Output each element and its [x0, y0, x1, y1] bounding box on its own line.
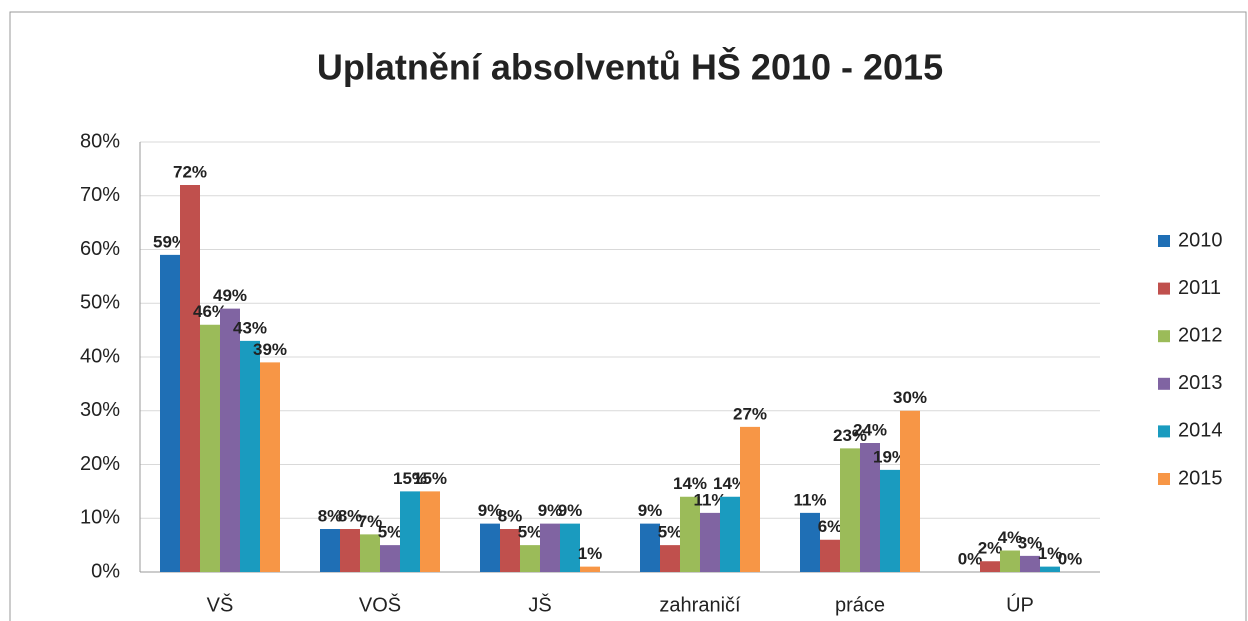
- y-tick-label: 20%: [80, 453, 120, 475]
- legend-swatch: [1158, 282, 1170, 295]
- data-label: 15%: [393, 469, 427, 488]
- bar: [800, 512, 820, 572]
- data-label: 24%: [853, 420, 887, 439]
- bar: [400, 491, 420, 572]
- x-tick-label: zahraničí: [659, 594, 741, 616]
- bar: [160, 254, 180, 572]
- data-label: 5%: [658, 523, 683, 542]
- bar: [860, 443, 880, 572]
- legend-label: 2010: [1178, 229, 1223, 251]
- bar: [820, 539, 840, 572]
- legend-swatch: [1158, 425, 1170, 438]
- data-label: 1%: [578, 544, 603, 563]
- bar: [180, 185, 200, 572]
- x-tick-label: VOŠ: [359, 593, 401, 616]
- y-tick-label: 60%: [80, 238, 120, 260]
- y-tick-label: 50%: [80, 292, 120, 314]
- data-label: 2%: [978, 539, 1003, 558]
- data-label: 9%: [558, 501, 583, 520]
- bar: [720, 496, 740, 572]
- data-label: 11%: [693, 490, 726, 509]
- data-label: 8%: [318, 506, 343, 525]
- data-label: 59%: [153, 232, 187, 251]
- bar: [840, 448, 860, 572]
- bar: [740, 426, 760, 572]
- bar: [240, 340, 260, 572]
- data-label: 15%: [413, 469, 447, 488]
- bar: [380, 545, 400, 572]
- x-tick-label: práce: [835, 594, 885, 616]
- bar: [700, 512, 720, 572]
- data-label: 9%: [478, 501, 503, 520]
- data-label: 9%: [638, 501, 663, 520]
- bar: [520, 545, 540, 572]
- data-label: 72%: [173, 162, 207, 181]
- x-tick-label: ÚP: [1006, 593, 1034, 616]
- data-label: 14%: [673, 474, 707, 493]
- data-label: 49%: [213, 286, 247, 305]
- bar: [640, 523, 660, 572]
- y-tick-label: 0%: [91, 560, 120, 582]
- bar: [680, 496, 700, 572]
- data-label: 39%: [253, 340, 287, 359]
- data-label: 6%: [818, 517, 843, 536]
- y-tick-label: 30%: [80, 399, 120, 421]
- legend-label: 2011: [1178, 277, 1221, 299]
- legend-label: 2014: [1178, 420, 1223, 442]
- data-label: 0%: [1058, 549, 1083, 568]
- legend-swatch: [1158, 377, 1170, 390]
- data-label: 43%: [233, 318, 267, 337]
- data-label: 8%: [498, 506, 523, 525]
- bar: [200, 324, 220, 572]
- legend-swatch: [1158, 473, 1170, 485]
- data-label: 3%: [1018, 533, 1043, 552]
- legend-label: 2013: [1178, 372, 1223, 394]
- bar: [980, 561, 1000, 572]
- data-label: 19%: [873, 447, 907, 466]
- data-label: 14%: [713, 474, 747, 493]
- bar: [340, 529, 360, 572]
- bar: [560, 523, 580, 572]
- data-label: 11%: [793, 490, 826, 509]
- data-label: 1%: [1038, 544, 1063, 563]
- data-label: 9%: [538, 501, 563, 520]
- data-label: 5%: [518, 523, 543, 542]
- bar: [420, 491, 440, 572]
- legend-swatch: [1158, 330, 1170, 343]
- bar: [580, 566, 600, 572]
- bar: [880, 469, 900, 572]
- bar: [660, 545, 680, 572]
- bar: [500, 529, 520, 572]
- data-label: 8%: [338, 506, 363, 525]
- y-tick-label: 10%: [80, 507, 120, 529]
- y-tick-label: 70%: [80, 184, 120, 206]
- x-tick-label: JŠ: [528, 593, 551, 616]
- chart-title: Uplatnění absolventů HŠ 2010 - 2015: [317, 46, 943, 88]
- data-label: 27%: [733, 404, 767, 423]
- bar: [260, 362, 280, 572]
- bar: [480, 523, 500, 572]
- data-label: 46%: [193, 302, 227, 321]
- data-label: 23%: [833, 426, 867, 445]
- bar: [900, 410, 920, 572]
- bar: [1000, 550, 1020, 572]
- data-label: 7%: [358, 512, 383, 531]
- legend-swatch: [1158, 235, 1170, 247]
- data-label: 5%: [378, 523, 403, 542]
- bar: [1040, 566, 1060, 572]
- y-tick-label: 40%: [80, 345, 120, 367]
- legend-label: 2012: [1178, 324, 1223, 346]
- bar: [1020, 555, 1040, 572]
- bar: [320, 529, 340, 572]
- y-tick-label: 80%: [80, 130, 120, 152]
- bar: [360, 534, 380, 572]
- bar: [540, 523, 560, 572]
- x-tick-label: VŠ: [207, 593, 234, 616]
- legend-label: 2015: [1178, 467, 1223, 489]
- data-label: 0%: [958, 549, 983, 568]
- data-label: 4%: [998, 528, 1023, 547]
- bar: [220, 308, 240, 572]
- data-label: 30%: [893, 388, 927, 407]
